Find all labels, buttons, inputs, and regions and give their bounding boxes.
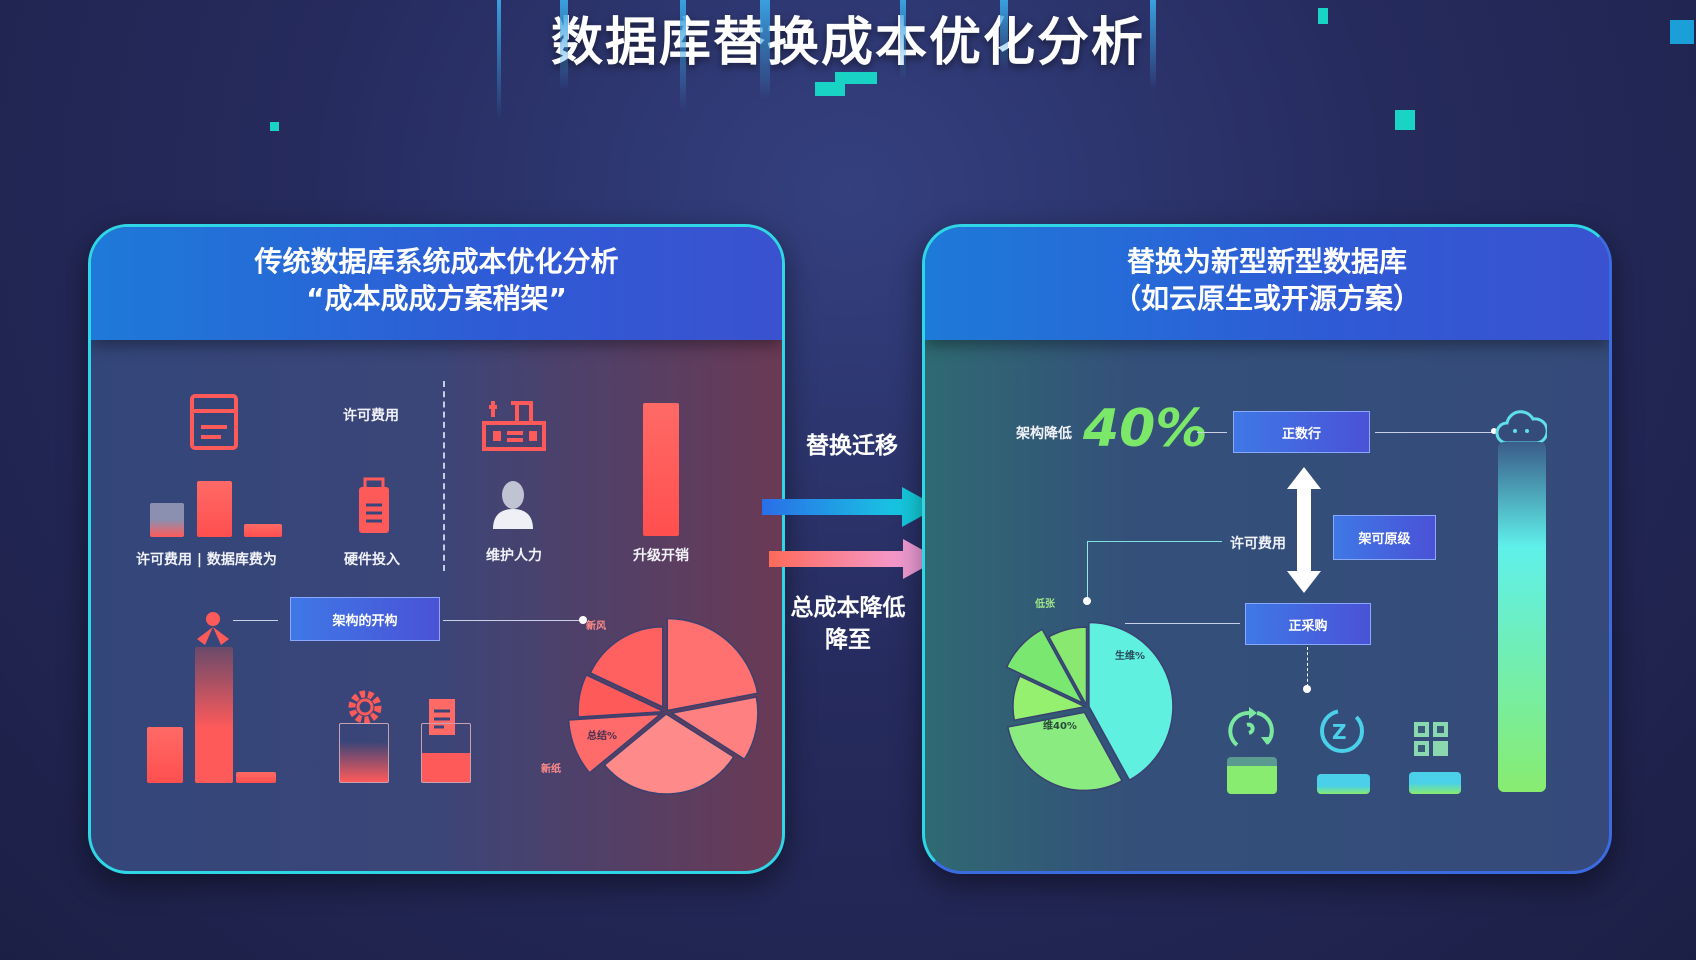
document-icon — [190, 394, 238, 450]
new-db-panel: 替换为新型新型数据库 （如云原生或开源方案） 架构降低 40% 正数行 许可费用… — [922, 224, 1612, 874]
flow-line — [1375, 432, 1495, 433]
cost-level-bar — [1498, 442, 1546, 792]
pie-slice — [567, 713, 663, 774]
hardware-block — [339, 723, 389, 783]
grid-icon — [1414, 722, 1448, 756]
tile — [1227, 757, 1277, 794]
tile — [1409, 772, 1461, 794]
light-streak — [680, 0, 686, 110]
panel-title: 传统数据库系统成本优化分析 — [254, 245, 619, 278]
decor-square — [815, 82, 845, 96]
pie-label: 新风 — [586, 621, 606, 632]
pie-label: 维40% — [1043, 721, 1077, 732]
pie-slice — [1012, 675, 1088, 722]
light-streak — [497, 0, 501, 120]
software-block — [421, 723, 471, 783]
decor-square — [1318, 8, 1328, 24]
pie-slice — [589, 626, 664, 709]
pie-slice — [669, 696, 759, 761]
maintenance-label: 维护人力 — [486, 548, 542, 564]
flow-dot — [579, 616, 587, 624]
license-db-fee-label: 许可费用 | 数据库费为 — [136, 552, 277, 568]
flow-dot — [1083, 597, 1091, 605]
right-pie-chart — [1005, 621, 1174, 792]
server-machine-icon — [482, 401, 546, 451]
light-streak — [760, 0, 770, 100]
flow-line — [1125, 623, 1240, 624]
page-title: 数据库替换成本优化分析 — [550, 13, 1145, 73]
pie-label: 生维% — [1115, 651, 1146, 662]
flow-dot — [1303, 685, 1311, 693]
clipboard-icon — [359, 477, 389, 533]
upgrade-cost-bar — [643, 403, 679, 536]
license-fee-label: 许可费用 — [343, 408, 399, 424]
hardware-label: 硬件投入 — [344, 552, 400, 568]
panel-subtitle: （如云原生或开源方案） — [1112, 282, 1421, 315]
left-pie-chart — [567, 617, 759, 795]
cloud-icon — [1495, 410, 1547, 445]
decor-square — [270, 122, 279, 131]
panel-subtitle: “成本成成方案稍架” — [306, 282, 567, 315]
flow-dot — [1491, 428, 1497, 434]
top-box: 正数行 — [1233, 411, 1370, 453]
total-cost-label: 总成本降低 降至 — [778, 592, 918, 656]
panel-title: 替换为新型新型数据库 — [1126, 245, 1407, 278]
refresh-icon — [1228, 707, 1274, 747]
decor-square — [835, 72, 877, 84]
cost-bar — [147, 727, 183, 783]
flow-line — [1307, 647, 1308, 687]
pie-slice — [1006, 711, 1124, 792]
cost-bar — [197, 481, 232, 537]
cost-bar — [195, 647, 233, 783]
architecture-box: 架构的开构 — [290, 597, 440, 641]
pie-slice — [577, 674, 665, 718]
license-fee-label: 许可费用 — [1230, 536, 1286, 552]
decor-square — [1670, 20, 1694, 44]
tile — [1317, 774, 1370, 794]
gear-icon — [348, 690, 382, 724]
migration-label: 替换迁移 — [806, 433, 898, 459]
flow-line — [1087, 541, 1088, 601]
cost-bar — [150, 503, 184, 537]
total-cost-line1: 总成本降低 — [790, 595, 906, 621]
reduction-value: 40% — [1083, 399, 1208, 459]
pie-label: 总结% — [587, 731, 618, 742]
pie-label: 低张 — [1035, 599, 1055, 610]
light-streak — [1000, 0, 1008, 70]
cost-reduction-arrow — [769, 539, 939, 579]
reduction-label: 架构降低 — [1016, 426, 1072, 442]
traditional-db-panel: 传统数据库系统成本优化分析 “成本成成方案稍架” 许可费用 许可费用 | 数据库… — [88, 224, 785, 874]
cost-bar — [236, 772, 276, 783]
flow-line — [1197, 432, 1227, 433]
total-cost-line2: 降至 — [825, 627, 871, 653]
pie-slice — [1005, 628, 1085, 705]
divider — [443, 381, 445, 571]
pie-label: 新纸 — [541, 764, 561, 775]
svg-text:Z: Z — [1332, 720, 1347, 744]
light-streak — [560, 0, 568, 90]
pie-slice — [1047, 626, 1088, 706]
light-streak — [900, 0, 906, 80]
cost-bar — [244, 524, 282, 537]
double-arrow-icon — [1287, 467, 1321, 593]
pie-slice — [1088, 621, 1174, 782]
flow-line — [443, 620, 583, 621]
panel-header: 替换为新型新型数据库 （如云原生或开源方案） — [925, 227, 1609, 340]
person-icon — [493, 481, 533, 529]
panel-header: 传统数据库系统成本优化分析 “成本成成方案稍架” — [91, 227, 782, 340]
mid-box: 架可原级 — [1333, 515, 1436, 560]
pie-slice — [666, 617, 759, 712]
sync-icon: Z — [1320, 709, 1364, 753]
fan-icon — [197, 612, 229, 645]
pie-slice — [603, 713, 735, 795]
flow-line — [1087, 541, 1222, 542]
migration-arrow — [762, 487, 938, 527]
light-streak — [1150, 0, 1156, 90]
flow-line — [233, 620, 278, 621]
upgrade-label: 升级开销 — [633, 548, 689, 564]
decor-square — [1395, 110, 1415, 130]
bottom-box: 正采购 — [1245, 603, 1371, 645]
